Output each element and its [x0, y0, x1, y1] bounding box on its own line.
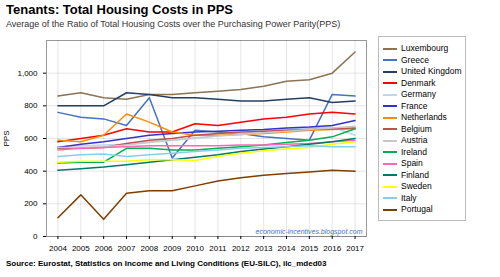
svg-text:1,000: 1,000	[17, 69, 38, 78]
html-text:France: France	[401, 100, 428, 111]
html-text:Luxembourg: Luxembourg	[401, 43, 449, 53]
html-text:Austria: Austria	[401, 135, 428, 145]
html-text:Sweden: Sweden	[401, 181, 432, 191]
svg-text:2012: 2012	[232, 244, 250, 253]
svg-text:PPS: PPS	[2, 130, 11, 146]
html-text:Germany: Germany	[401, 89, 436, 99]
svg-text:2007: 2007	[118, 244, 136, 253]
svg-text:800: 800	[24, 101, 38, 110]
svg-text:600: 600	[24, 134, 38, 143]
svg-text:2004: 2004	[49, 244, 67, 253]
html-text:Belgium: Belgium	[401, 123, 432, 134]
svg-text:2013: 2013	[255, 244, 273, 253]
html-text:Source: Eurostat, Statistics o: Source: Eurostat, Statistics on Income a…	[6, 259, 327, 268]
svg-text:2006: 2006	[95, 244, 113, 253]
svg-text:400: 400	[24, 167, 38, 176]
svg-text:2016: 2016	[323, 244, 341, 253]
html-text:Spain: Spain	[401, 158, 423, 168]
html-text:United Kingdom: United Kingdom	[401, 66, 462, 76]
svg-text:0: 0	[33, 232, 38, 241]
html-text:Average of the Ratio of Total: Average of the Ratio of Total Housing Co…	[6, 19, 341, 29]
html-text:Italy: Italy	[401, 192, 417, 203]
html-text:Greece: Greece	[401, 54, 429, 65]
html-text:Denmark: Denmark	[401, 77, 436, 88]
svg-text:2017: 2017	[346, 244, 364, 253]
svg-text:2010: 2010	[186, 244, 204, 253]
svg-text:economic-incentives.blogspot.c: economic-incentives.blogspot.com	[256, 228, 363, 236]
svg-text:2015: 2015	[300, 244, 318, 253]
svg-text:2008: 2008	[140, 244, 158, 253]
html-text:Finland: Finland	[401, 169, 429, 180]
svg-text:2011: 2011	[209, 244, 227, 253]
html-text:Netherlands: Netherlands	[401, 112, 447, 122]
svg-text:2009: 2009	[163, 244, 181, 253]
html-text:Portugal: Portugal	[401, 204, 433, 214]
html-text:Tenants: Total Housing Costs i: Tenants: Total Housing Costs in PPS	[6, 2, 233, 17]
html-text:Ireland: Ireland	[401, 146, 427, 157]
svg-text:200: 200	[24, 199, 38, 208]
svg-text:2005: 2005	[72, 244, 90, 253]
svg-text:2014: 2014	[278, 244, 296, 253]
